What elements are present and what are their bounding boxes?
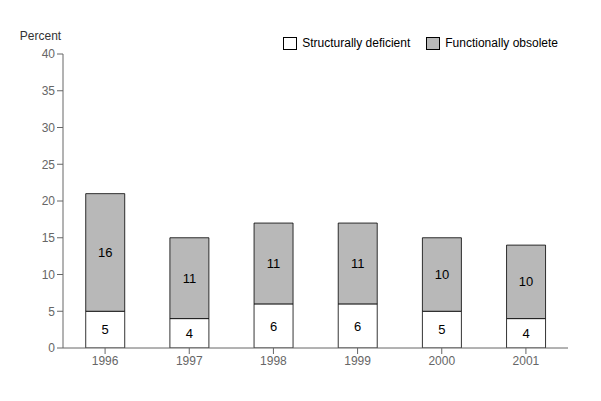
svg-text:1998: 1998 <box>260 354 287 368</box>
svg-text:1996: 1996 <box>92 354 119 368</box>
svg-text:16: 16 <box>98 245 112 260</box>
svg-text:0: 0 <box>48 341 55 355</box>
svg-text:20: 20 <box>42 194 56 208</box>
svg-text:10: 10 <box>42 268 56 282</box>
svg-text:2000: 2000 <box>428 354 455 368</box>
html-text:Functionally obsolete: Functionally obsolete <box>445 36 558 50</box>
svg-text:6: 6 <box>354 319 361 334</box>
svg-text:11: 11 <box>267 256 281 271</box>
svg-text:4: 4 <box>522 326 529 341</box>
svg-text:1997: 1997 <box>176 354 203 368</box>
svg-text:5: 5 <box>102 322 109 337</box>
svg-text:4: 4 <box>186 326 193 341</box>
svg-text:1999: 1999 <box>344 354 371 368</box>
svg-text:5: 5 <box>438 322 445 337</box>
svg-text:10: 10 <box>519 274 533 289</box>
svg-text:Percent: Percent <box>20 29 62 43</box>
html-text:Structurally deficient: Structurally deficient <box>302 36 411 50</box>
svg-text:40: 40 <box>42 47 56 61</box>
svg-text:15: 15 <box>42 231 56 245</box>
svg-text:35: 35 <box>42 84 56 98</box>
svg-text:5: 5 <box>48 305 55 319</box>
svg-text:11: 11 <box>351 256 365 271</box>
svg-text:2001: 2001 <box>513 354 540 368</box>
svg-text:10: 10 <box>435 267 449 282</box>
svg-text:11: 11 <box>183 271 197 286</box>
svg-text:6: 6 <box>270 319 277 334</box>
svg-text:30: 30 <box>42 121 56 135</box>
svg-text:25: 25 <box>42 158 56 172</box>
